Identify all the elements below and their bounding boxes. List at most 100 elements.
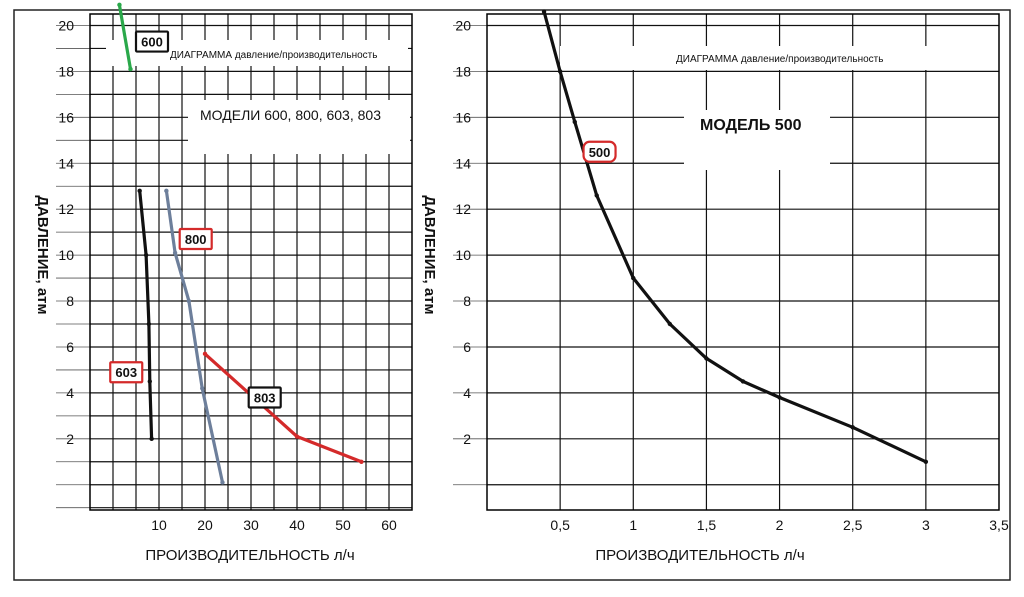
series-point-500 [541,9,547,14]
y-tick-label: 10 [58,247,74,263]
series-point-500 [704,356,709,361]
x-tick-label: 30 [243,517,259,533]
y-tick-label: 16 [455,109,471,125]
series-point-603 [149,436,154,442]
series-point-500 [557,69,563,74]
series-point-603 [137,188,142,194]
right-series-layer: 500 [541,9,929,464]
series-point-600 [128,66,133,72]
y-tick-label: 14 [455,155,471,171]
series-point-603 [147,379,152,384]
series-line-803 [203,352,363,464]
left-grid [56,14,412,510]
x-tick-label: 2,5 [843,517,863,533]
y-tick-label: 18 [58,63,74,79]
series-line-600 [117,3,133,71]
y-tick-label: 2 [463,431,471,447]
series-point-603 [146,321,152,327]
series-point-500 [667,321,673,327]
left-chart: ДИАГРАММА давление/производительность МО… [34,2,413,564]
left-x-ticks: 10 20 30 40 50 60 [151,517,397,533]
series-point-800 [220,480,225,485]
outer-border [13,9,1011,581]
series-tag-603: 603 [115,365,137,380]
y-tick-label: 16 [58,109,74,125]
left-chart-subtitle: МОДЕЛИ 600, 800, 603, 803 [200,107,381,123]
y-tick-label: 6 [66,339,74,355]
series-point-500 [740,379,746,384]
right-x-axis-label: ПРОИЗВОДИТЕЛЬНОСТЬ л/ч [595,547,804,564]
x-tick-label: 1,5 [697,517,717,533]
series-point-800 [200,386,205,391]
series-tag-box-500 [582,140,617,163]
left-y-ticks: 2 4 6 8 10 12 14 16 18 20 [58,17,74,446]
series-tag-800: 800 [185,232,207,247]
series-point-800 [164,188,169,194]
right-subtitle-backdrop [684,110,830,170]
left-plot-border [89,13,413,511]
series-point-500 [923,459,929,464]
right-chart-subtitle: МОДЕЛЬ 500 [700,117,802,134]
y-tick-label: 8 [463,293,471,309]
right-y-ticks: 2 4 6 8 10 12 14 16 18 20 [455,17,471,446]
series-point-600 [117,2,122,8]
series-point-800 [172,250,178,256]
series-point-500 [850,425,855,430]
x-tick-label: 40 [289,517,305,533]
y-tick-label: 18 [455,63,471,79]
series-point-500 [572,119,577,125]
series-tag-box-600 [134,30,170,53]
x-tick-label: 3 [922,517,930,533]
series-point-500 [631,275,636,281]
series-tag-500: 500 [589,145,611,160]
y-tick-label: 10 [455,247,471,263]
right-subtitle-box: МОДЕЛЬ 500 [700,117,802,134]
y-tick-label: 20 [455,17,471,33]
x-tick-label: 2 [776,517,784,533]
y-tick-label: 14 [58,155,74,171]
series-tag-600: 600 [141,35,163,50]
x-tick-label: 0,5 [550,517,570,533]
series-point-500 [777,395,782,400]
x-tick-label: 1 [629,517,637,533]
x-tick-label: 50 [335,517,351,533]
y-tick-label: 12 [58,201,74,217]
series-tag-box-603 [109,361,144,384]
left-x-axis-label: ПРОИЗВОДИТЕЛЬНОСТЬ л/ч [145,547,354,564]
y-tick-label: 4 [463,385,471,401]
left-subtitle-box: МОДЕЛИ 600, 800, 603, 803 [200,107,381,123]
series-point-500 [594,193,599,198]
left-chart-title: ДИАГРАММА давление/производительность [170,50,377,61]
y-tick-label: 12 [455,201,471,217]
y-tick-label: 8 [66,293,74,309]
x-tick-label: 60 [381,517,397,533]
right-chart-title: ДИАГРАММА давление/производительность [676,54,883,65]
series-point-603 [143,252,149,258]
series-point-803 [294,434,300,439]
series-tag-803: 803 [254,390,276,405]
y-tick-label: 4 [66,385,74,401]
right-x-ticks: 0,5 1 1,5 2 2,5 3 3,5 [550,517,1009,533]
left-y-axis-label: ДАВЛЕНИЕ, атм [34,195,51,314]
series-point-800 [186,298,192,304]
x-tick-label: 3,5 [989,517,1009,533]
left-subtitle-backdrop [188,100,410,154]
series-point-803 [359,459,364,464]
series-point-803 [202,351,208,357]
right-title-backdrop [560,46,946,70]
right-plot-border [486,13,1000,511]
y-tick-label: 20 [58,17,74,33]
right-y-axis-label: ДАВЛЕНИЕ, атм [421,195,438,314]
series-tag-box-800 [178,227,213,251]
x-tick-label: 20 [197,517,213,533]
y-tick-label: 6 [463,339,471,355]
left-series-layer: 600 800 603 803 [109,2,364,485]
right-chart: ДИАГРАММА давление/производительность МО… [421,9,1009,564]
y-tick-label: 2 [66,431,74,447]
x-tick-label: 10 [151,517,167,533]
series-tag-box-803 [247,386,282,409]
right-grid [453,14,999,510]
